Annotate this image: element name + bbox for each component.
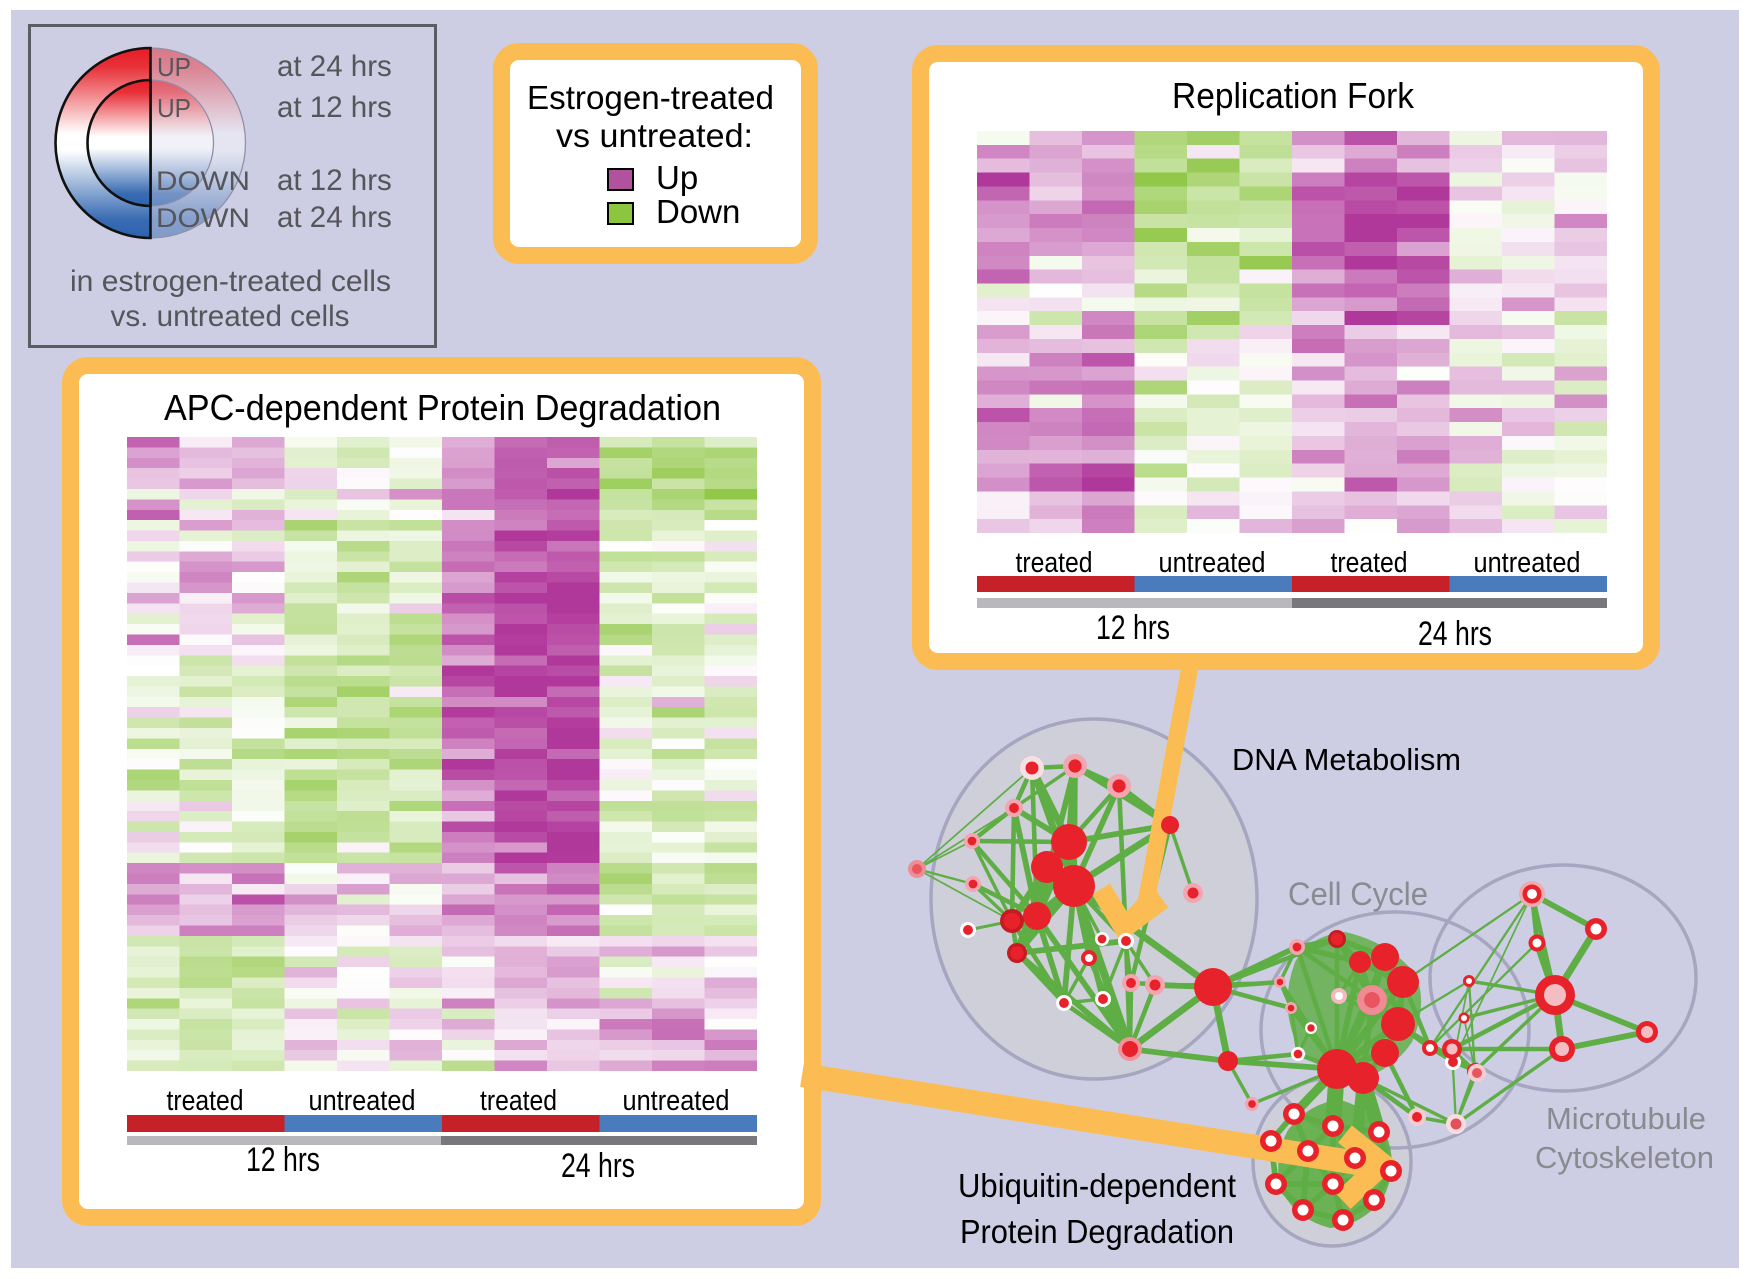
svg-text:at 12 hrs: at 12 hrs [277, 91, 392, 124]
svg-text:Protein Degradation: Protein Degradation [960, 1213, 1234, 1250]
svg-text:UP: UP [157, 93, 191, 123]
svg-text:Microtubule: Microtubule [1546, 1101, 1706, 1136]
svg-text:DOWN: DOWN [156, 203, 250, 233]
svg-text:at 24 hrs: at 24 hrs [277, 201, 392, 234]
svg-text:at 12 hrs: at 12 hrs [277, 164, 392, 197]
svg-text:Cell Cycle: Cell Cycle [1288, 876, 1428, 912]
svg-text:UP: UP [157, 52, 191, 82]
svg-text:Up: Up [656, 159, 698, 196]
svg-text:Cytoskeleton: Cytoskeleton [1535, 1140, 1714, 1175]
svg-text:vs untreated:: vs untreated: [556, 117, 753, 154]
svg-text:treated: treated [1016, 547, 1093, 579]
svg-text:Estrogen-treated: Estrogen-treated [527, 79, 774, 116]
svg-text:12 hrs: 12 hrs [1096, 609, 1170, 647]
svg-text:at 24 hrs: at 24 hrs [277, 50, 392, 83]
svg-text:DOWN: DOWN [156, 166, 250, 196]
svg-text:treated: treated [1331, 547, 1408, 579]
svg-text:Replication Fork: Replication Fork [1172, 75, 1415, 116]
svg-text:Down: Down [656, 193, 740, 230]
svg-text:24 hrs: 24 hrs [561, 1147, 635, 1185]
svg-text:in estrogen-treated cells: in estrogen-treated cells [70, 265, 391, 298]
svg-text:untreated: untreated [309, 1085, 416, 1117]
svg-text:12 hrs: 12 hrs [246, 1141, 320, 1179]
svg-text:untreated: untreated [1159, 547, 1266, 579]
svg-text:treated: treated [480, 1085, 557, 1117]
svg-text:APC-dependent Protein Degradat: APC-dependent Protein Degradation [164, 387, 721, 428]
svg-text:Ubiquitin-dependent: Ubiquitin-dependent [958, 1167, 1236, 1204]
svg-text:vs. untreated cells: vs. untreated cells [111, 300, 350, 333]
svg-text:untreated: untreated [623, 1085, 730, 1117]
svg-text:24 hrs: 24 hrs [1418, 615, 1492, 653]
svg-text:untreated: untreated [1474, 547, 1581, 579]
svg-text:treated: treated [167, 1085, 244, 1117]
svg-text:DNA Metabolism: DNA Metabolism [1232, 743, 1461, 777]
